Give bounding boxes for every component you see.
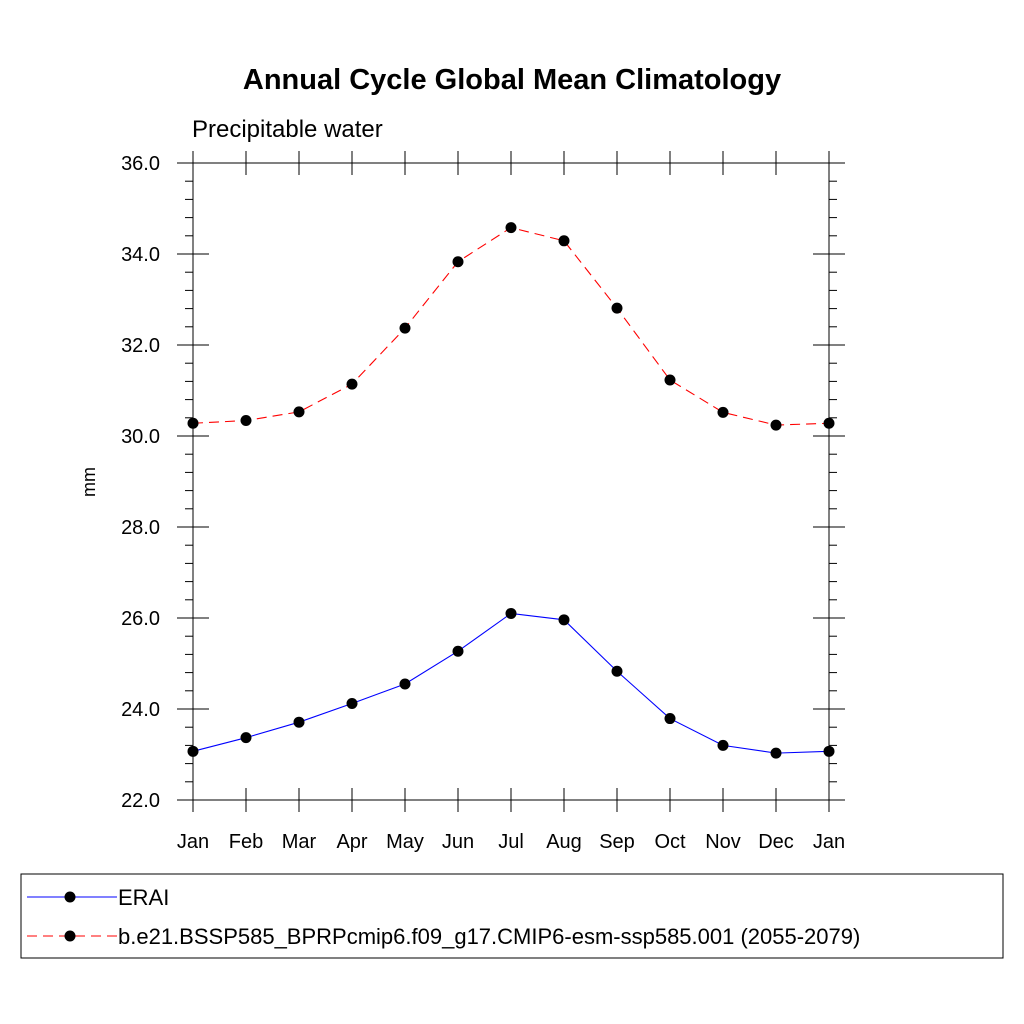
series-line [192,227,830,426]
x-tick-label: Aug [546,831,582,853]
y-tick-label: 36.0 [121,153,160,175]
data-point [187,417,199,429]
x-tick-label: Jan [177,831,209,853]
x-tick-label: Jun [442,831,474,853]
legend-label: ERAI [118,885,169,910]
data-point [293,406,305,418]
data-point [558,614,570,626]
y-tick-label: 32.0 [121,335,160,357]
series-line [192,612,830,754]
data-point [664,374,676,386]
legend-label: b.e21.BSSP585_BPRPcmip6.f09_g17.CMIP6-es… [118,924,860,949]
data-point [717,739,729,751]
data-point [240,732,252,744]
chart-subtitle: Precipitable water [192,116,383,143]
x-tick-label: May [386,831,424,853]
series-1 [187,222,835,431]
x-tick-label: Jan [813,831,845,853]
x-tick-label: Nov [705,831,741,853]
y-tick-label: 24.0 [121,699,160,721]
legend-item-1: b.e21.BSSP585_BPRPcmip6.f09_g17.CMIP6-es… [27,924,860,949]
data-point [346,378,358,390]
plot-frame [192,162,830,801]
data-point [399,678,411,690]
chart-title: Annual Cycle Global Mean Climatology [243,64,781,96]
data-point [717,406,729,418]
y-tick-label: 34.0 [121,244,160,266]
series-layer [187,222,835,759]
y-tick-label: 22.0 [121,790,160,812]
data-point [505,607,517,619]
data-point [611,665,623,677]
y-tick-label: 30.0 [121,426,160,448]
data-point [399,322,411,334]
data-point [293,716,305,728]
y-axis-label: mm [79,467,99,497]
x-tick-label: Jul [498,831,524,853]
data-point [823,417,835,429]
data-point [505,222,517,234]
data-point [452,256,464,268]
data-point [558,235,570,247]
data-point [346,698,358,710]
x-tick-label: Apr [336,831,367,853]
data-point [823,745,835,757]
data-point [240,415,252,427]
legend-box [20,873,1004,959]
x-tick-label: Sep [599,831,635,853]
data-point [770,419,782,431]
x-tick-label: Feb [229,831,263,853]
data-point [187,745,199,757]
legend-item-0: ERAI [27,885,169,910]
x-tick-label: Dec [758,831,794,853]
y-tick-label: 28.0 [121,517,160,539]
legend: ERAI b.e21.BSSP585_BPRPcmip6.f09_g17.CMIP… [27,885,860,949]
data-point [611,302,623,314]
x-tick-label: Mar [282,831,317,853]
data-point [770,747,782,759]
x-tick-label: Oct [654,831,686,853]
series-0 [187,607,835,759]
axes: Jan Feb Mar Apr May Jun Jul Aug Sep Oct Nov Dec Jan 2… [121,151,845,853]
legend-marker [64,891,76,903]
data-point [664,713,676,725]
data-point [452,645,464,657]
y-tick-label: 26.0 [121,608,160,630]
legend-marker [64,930,76,942]
